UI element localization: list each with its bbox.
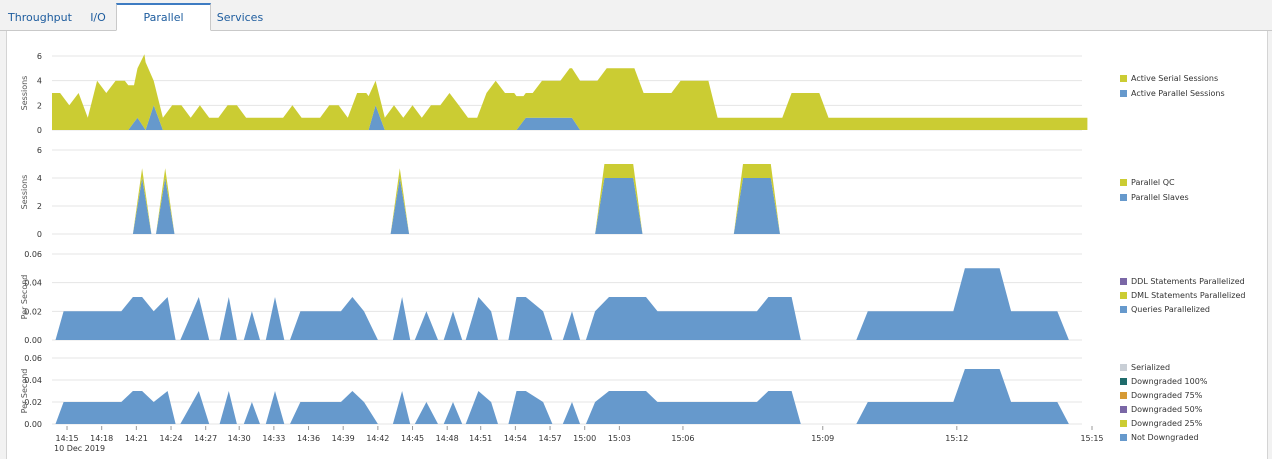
x-tick-label: 14:39 bbox=[332, 434, 355, 443]
y-tick-label: 2 bbox=[37, 101, 42, 110]
chart-2: 0 2 4 6 Sessions Parallel QC Parallel Slaves bbox=[20, 146, 1189, 239]
x-tick-label: 14:54 bbox=[504, 434, 527, 443]
x-tick-label: 14:15 bbox=[55, 434, 78, 443]
x-tick-label: 15:12 bbox=[945, 434, 968, 443]
y-tick-label: 0.00 bbox=[24, 336, 42, 345]
x-tick-label: 15:00 bbox=[573, 434, 596, 443]
legend-entry: Serialized bbox=[1131, 363, 1170, 372]
chart-1: 0 2 4 6 Sessions Active Serial Sessions Active… bbox=[20, 52, 1225, 135]
y-tick-label: 0 bbox=[37, 230, 42, 239]
legend-entry: DML Statements Parallelized bbox=[1131, 291, 1245, 300]
y-tick-label: 2 bbox=[37, 202, 42, 211]
y-tick-label: 0.04 bbox=[24, 279, 42, 288]
legend-entry: Downgraded 50% bbox=[1131, 405, 1203, 414]
x-tick-label: 14:45 bbox=[401, 434, 424, 443]
x-tick-label: 14:48 bbox=[436, 434, 459, 443]
series-area-parallel-qc bbox=[52, 164, 1088, 234]
legend-swatch bbox=[1120, 306, 1127, 313]
x-tick-label: 15:09 bbox=[811, 434, 834, 443]
y-tick-label: 0.02 bbox=[24, 398, 42, 407]
y-tick-label: 0.04 bbox=[24, 376, 42, 385]
legend-entry: DDL Statements Parallelized bbox=[1131, 277, 1245, 286]
legend-entry: Active Serial Sessions bbox=[1131, 74, 1218, 83]
y-tick-label: 4 bbox=[37, 77, 42, 86]
y-tick-label: 6 bbox=[37, 146, 42, 155]
legend-swatch bbox=[1120, 75, 1127, 82]
x-axis: 14:15 14:18 14:21 14:24 14:27 14:30 14:33 14:36… bbox=[55, 426, 1104, 443]
legend-swatch bbox=[1120, 194, 1127, 201]
legend-swatch bbox=[1120, 278, 1127, 285]
y-axis-label: Per Second bbox=[20, 275, 29, 320]
y-axis-label: Sessions bbox=[20, 175, 29, 210]
legend-swatch bbox=[1120, 434, 1127, 441]
y-tick-label: 6 bbox=[37, 52, 42, 61]
series-area-queries-parallelized bbox=[55, 268, 1069, 340]
tab-io[interactable]: I/O bbox=[90, 11, 106, 24]
y-tick-label: 0.06 bbox=[24, 354, 42, 363]
x-tick-label: 14:24 bbox=[159, 434, 182, 443]
y-tick-label: 0.02 bbox=[24, 307, 42, 316]
legend-swatch bbox=[1120, 364, 1127, 371]
legend-swatch bbox=[1120, 90, 1127, 97]
y-tick-label: 4 bbox=[37, 174, 42, 183]
x-tick-label: 14:30 bbox=[228, 434, 251, 443]
x-tick-label: 14:18 bbox=[90, 434, 113, 443]
x-tick-label: 14:33 bbox=[262, 434, 285, 443]
legend-swatch bbox=[1120, 179, 1127, 186]
x-tick-label: 14:42 bbox=[366, 434, 389, 443]
y-tick-label: 0.06 bbox=[24, 250, 42, 259]
tab-services[interactable]: Services bbox=[216, 11, 264, 24]
legend-entry: Downgraded 75% bbox=[1131, 391, 1203, 400]
legend-swatch bbox=[1120, 292, 1127, 299]
x-tick-label: 14:57 bbox=[539, 434, 562, 443]
legend-swatch bbox=[1120, 392, 1127, 399]
y-axis-label: Per Second bbox=[20, 369, 29, 414]
x-tick-label: 14:27 bbox=[194, 434, 217, 443]
legend-entry: Parallel QC bbox=[1131, 178, 1175, 187]
x-tick-label: 14:21 bbox=[125, 434, 148, 443]
legend-entry: Not Downgraded bbox=[1131, 433, 1199, 442]
legend-entry: Parallel Slaves bbox=[1131, 193, 1189, 202]
legend-swatch bbox=[1120, 406, 1127, 413]
legend-entry: Downgraded 25% bbox=[1131, 419, 1203, 428]
x-tick-label: 15:03 bbox=[608, 434, 631, 443]
legend-swatch bbox=[1120, 420, 1127, 427]
x-tick-label: 15:15 bbox=[1080, 434, 1103, 443]
chart-4: 0.00 0.02 0.04 0.06 Per Second Serialized Down… bbox=[20, 354, 1208, 442]
series-area-active-parallel-sessions bbox=[52, 105, 1088, 130]
y-axis-label: Sessions bbox=[20, 76, 29, 111]
legend-entry: Downgraded 100% bbox=[1131, 377, 1208, 386]
legend-swatch bbox=[1120, 378, 1127, 385]
chart-3: 0.00 0.02 0.04 0.06 Per Second DDL Statements… bbox=[20, 250, 1245, 345]
series-area-not-downgraded bbox=[55, 369, 1069, 424]
y-tick-label: 0 bbox=[37, 126, 42, 135]
tab-throughput[interactable]: Throughput bbox=[8, 11, 72, 24]
x-tick-label: 15:06 bbox=[671, 434, 694, 443]
x-tick-label: 14:36 bbox=[297, 434, 320, 443]
x-tick-label: 14:51 bbox=[469, 434, 492, 443]
legend-entry: Queries Parallelized bbox=[1131, 305, 1210, 314]
series-area-active-serial-sessions bbox=[52, 54, 1088, 131]
x-axis-date: 10 Dec 2019 bbox=[54, 444, 105, 453]
legend-entry: Active Parallel Sessions bbox=[1131, 89, 1225, 98]
y-tick-label: 0.00 bbox=[24, 420, 42, 429]
